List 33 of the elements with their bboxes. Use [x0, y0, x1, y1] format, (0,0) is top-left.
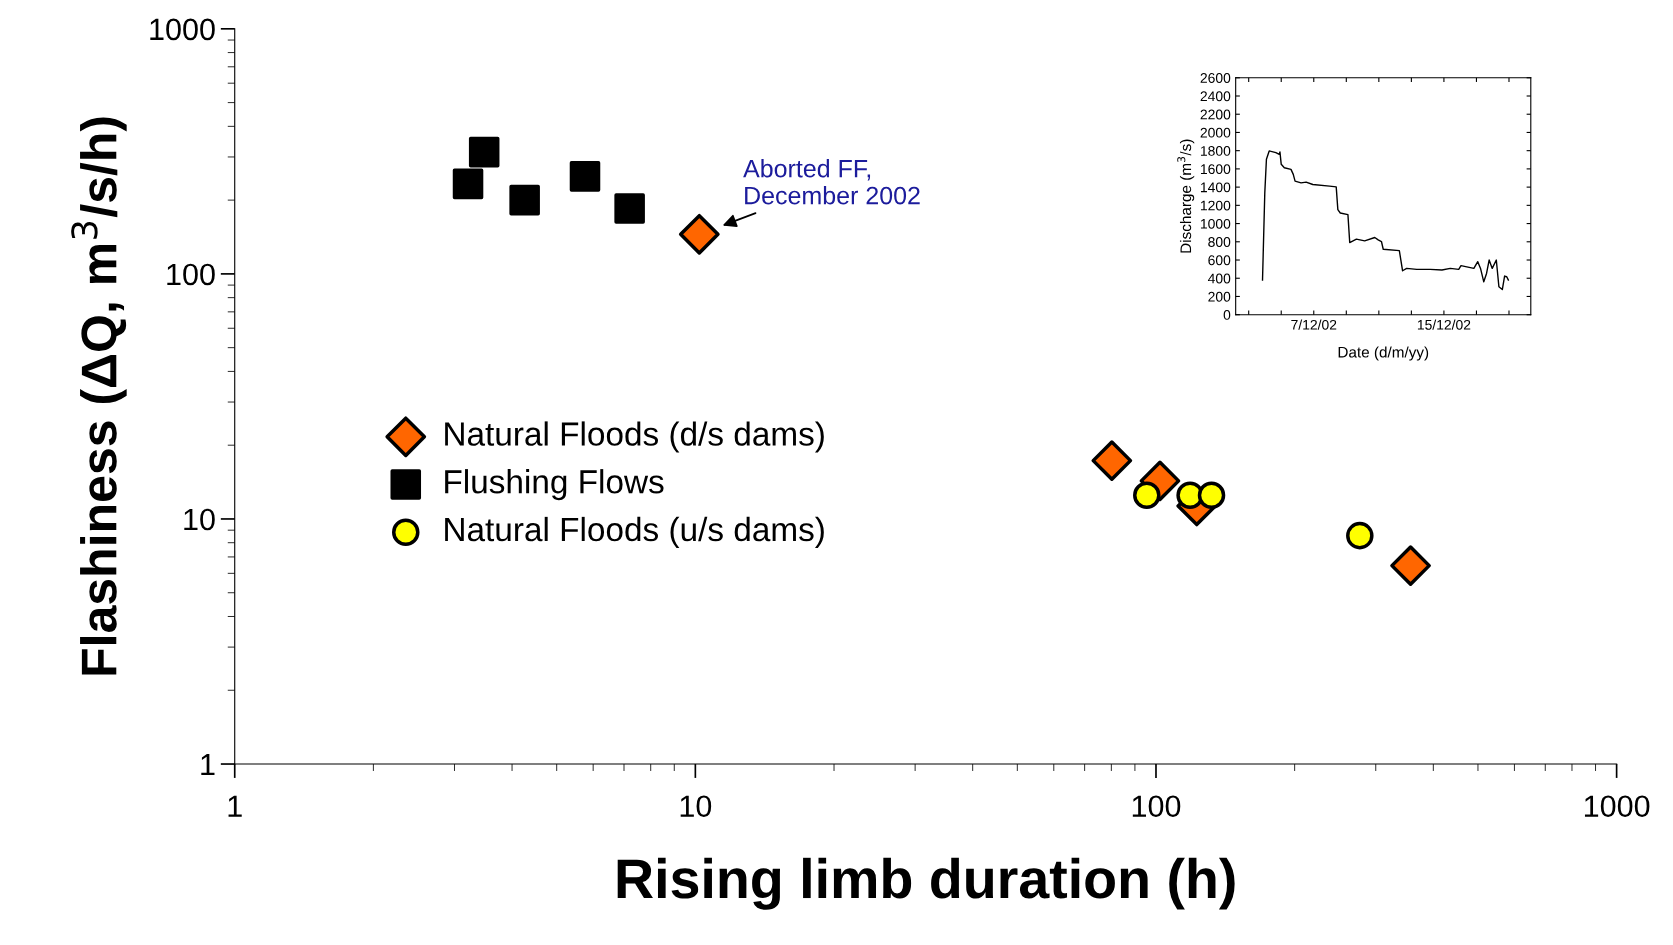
y-tick-label: 2400 [1200, 91, 1231, 102]
y-tick-label: 10 [184, 508, 215, 531]
y-tick-label: 2600 [1200, 73, 1231, 83]
y-tick-label: 2000 [1200, 127, 1231, 138]
y-tick-label: 200 [1208, 291, 1231, 302]
y-tick-label: 1000 [1200, 218, 1231, 229]
legend-label: Flushing Flows [445, 469, 664, 501]
x-axis-title: Date (d/m/yy) [1338, 346, 1429, 361]
x-tick-label: 1 [228, 795, 242, 817]
y-axis-title: Discharge (m$^{3}$/s) [1177, 139, 1195, 253]
x-tick-label: 15/12/02 [1417, 319, 1471, 330]
y-tick-label: 2200 [1200, 109, 1231, 120]
y-tick-label: 1000 [150, 18, 215, 41]
y-tick-label: 1200 [1200, 200, 1231, 211]
y-axis-title: Flashiness (ΔQ, m$^{3}$/s/h) [71, 117, 127, 675]
y-tick-label: 100 [167, 263, 215, 286]
line-series [1261, 150, 1510, 291]
y-tick-label: 1400 [1200, 182, 1231, 193]
y-tick-label: 600 [1208, 255, 1231, 266]
y-tick-label: 1600 [1200, 164, 1231, 175]
legend-label: Natural Floods (u/s dams) [445, 516, 824, 548]
x-tick-label: 10 [680, 795, 712, 818]
y-tick-label: 800 [1208, 237, 1231, 247]
x-tick-label: 100 [1132, 795, 1181, 818]
x-tick-label: 1000 [1584, 795, 1650, 818]
y-tick-label: 1 [201, 754, 215, 776]
y-tick-label: 0 [1223, 310, 1231, 320]
y-tick-label: 1800 [1200, 146, 1231, 156]
y-tick-label: 400 [1207, 273, 1231, 284]
annotation: Aborted FF, December 2002 [743, 159, 920, 205]
legend-label: Natural Floods (d/s dams) [445, 421, 824, 453]
x-axis-title: Rising limb duration (h) [617, 857, 1235, 910]
x-tick-label: 7/12/02 [1291, 319, 1337, 330]
